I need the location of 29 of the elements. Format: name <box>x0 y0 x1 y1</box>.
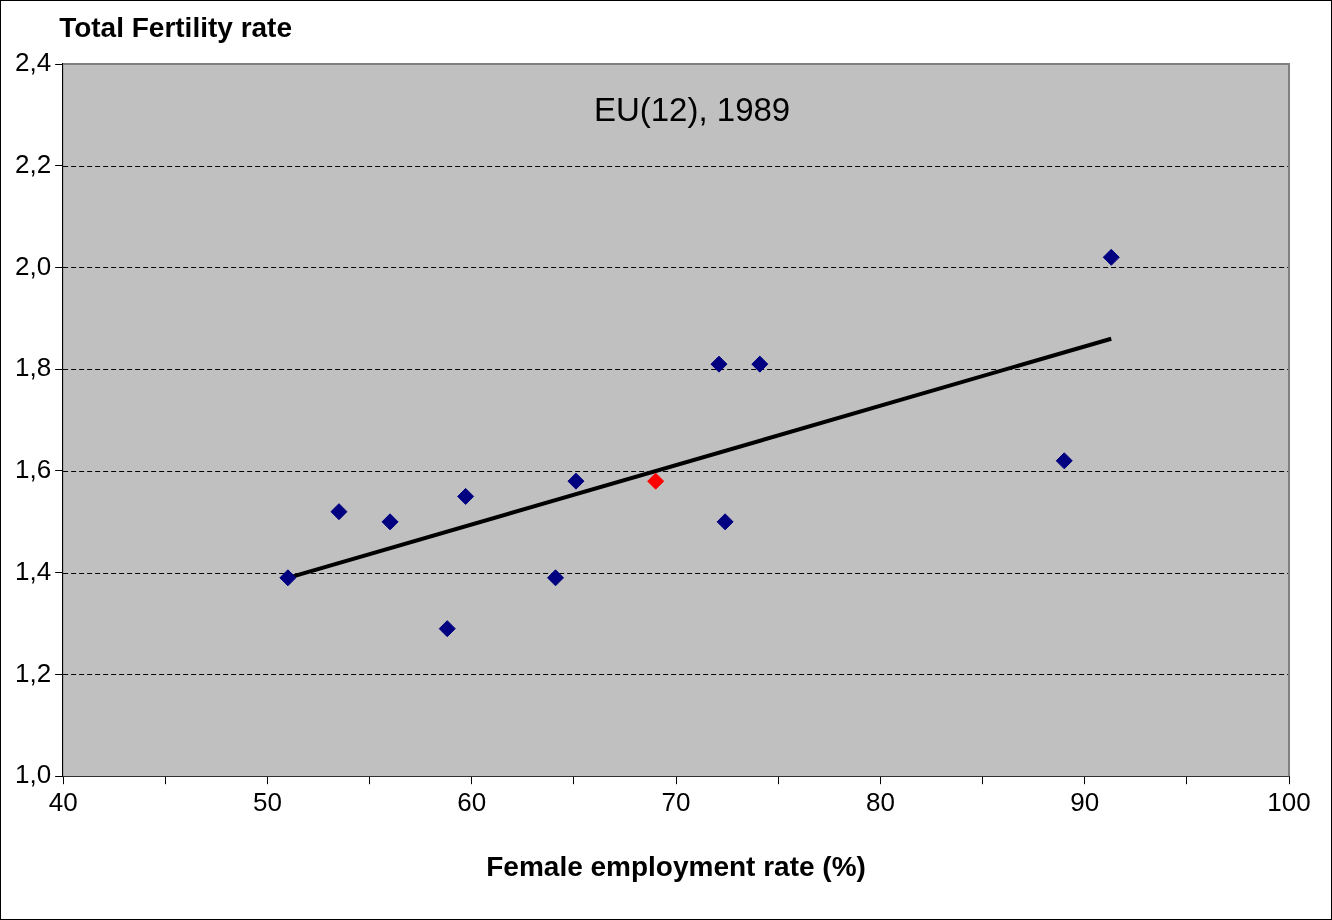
point <box>647 472 665 490</box>
x-tick-label: 100 <box>1267 786 1311 817</box>
x-tick-label: 60 <box>457 786 487 817</box>
y-tick-label: 1,2 <box>14 657 52 688</box>
x-tick-label: 70 <box>661 786 691 817</box>
x-tick-label: 80 <box>865 786 895 817</box>
point <box>279 569 297 587</box>
y-tick-label: 1,6 <box>14 454 52 485</box>
x-axis-title: Female employment rate (%) <box>486 850 866 882</box>
y-tick-label: 2,0 <box>14 250 52 281</box>
point <box>1102 248 1120 266</box>
annotation: EU(12), 1989 <box>593 91 791 129</box>
y-tick-label: 1,8 <box>14 352 52 383</box>
point <box>330 503 348 521</box>
point <box>710 355 728 373</box>
x-tick-label: 50 <box>252 786 282 817</box>
point <box>567 472 585 490</box>
y-tick-label: 2,4 <box>14 47 52 78</box>
y-axis-title: Total Fertility rate <box>59 11 292 43</box>
point <box>1055 452 1073 470</box>
point <box>381 513 399 531</box>
point <box>751 355 769 373</box>
point <box>716 513 734 531</box>
point <box>438 620 456 638</box>
point <box>547 569 565 587</box>
y-tick-label: 2,2 <box>14 148 52 179</box>
y-tick-label: 1,4 <box>14 555 52 586</box>
x-tick-label: 90 <box>1070 786 1100 817</box>
point <box>457 487 475 505</box>
